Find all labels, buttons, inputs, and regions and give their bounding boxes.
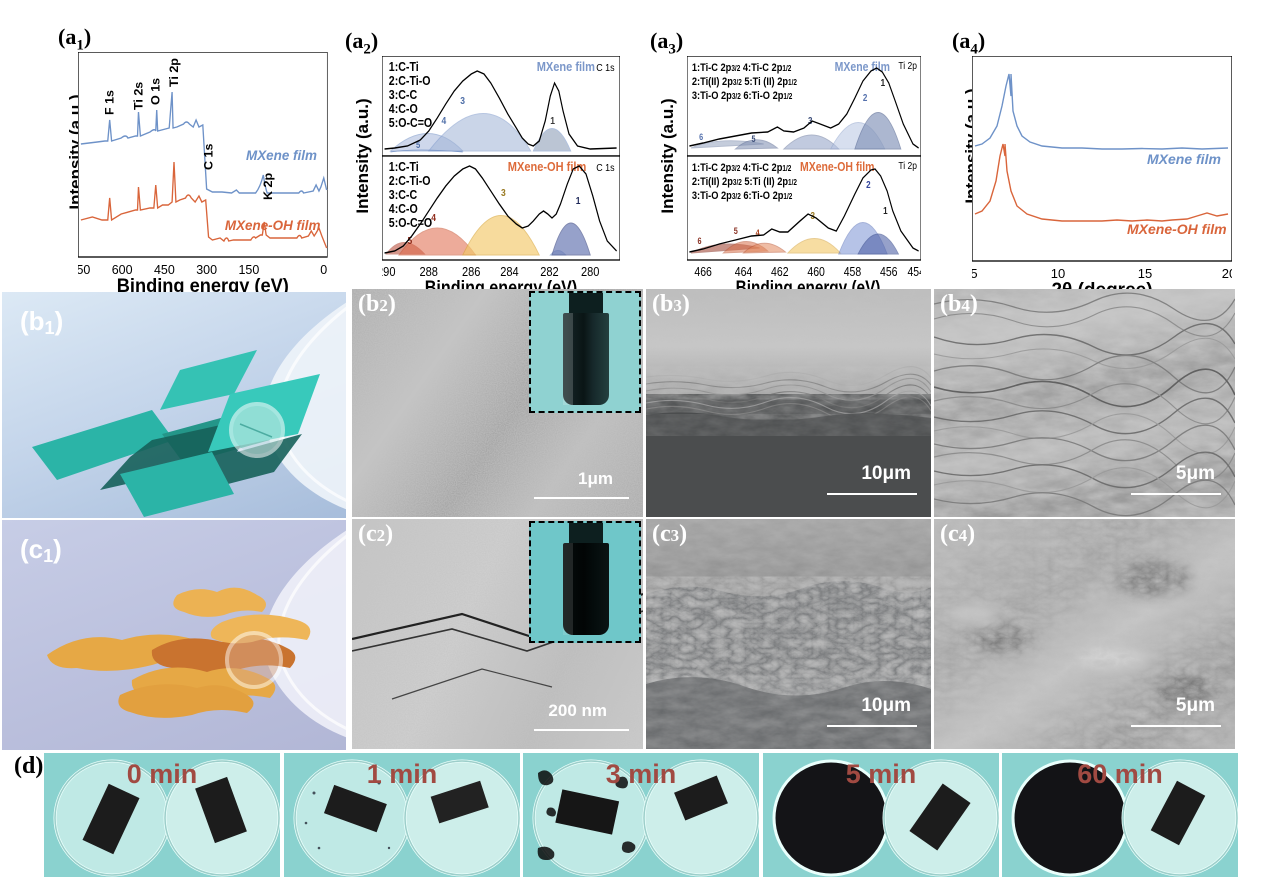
svg-text:3: 3 (501, 187, 506, 198)
svg-text:C 1s: C 1s (596, 62, 614, 74)
svg-text:1: 1 (576, 195, 581, 206)
svg-text:454: 454 (907, 264, 921, 279)
svg-text:O 1s: O 1s (149, 78, 163, 105)
svg-text:(b1): (b1) (20, 306, 63, 338)
svg-text:2: 2 (863, 92, 867, 103)
svg-text:(c1): (c1) (20, 534, 62, 566)
svg-text:2:Ti(II) 2p3/2 5:Ti (II) 2p1/2: 2:Ti(II) 2p3/2 5:Ti (II) 2p1/2 (692, 176, 797, 188)
svg-text:Ti 2s: Ti 2s (132, 82, 146, 110)
svg-text:MXene-OH film: MXene-OH film (508, 159, 586, 174)
svg-text:10: 10 (1051, 266, 1065, 281)
svg-text:MXene-OH film: MXene-OH film (225, 218, 321, 233)
svg-text:K 2p: K 2p (261, 173, 275, 200)
svg-text:6: 6 (699, 132, 703, 142)
svg-text:2: 2 (866, 179, 870, 190)
svg-text:2:Ti(II) 2p3/2 5:Ti (II) 2p1/2: 2:Ti(II) 2p3/2 5:Ti (II) 2p1/2 (692, 76, 797, 88)
svg-text:4: 4 (431, 212, 436, 223)
svg-text:5 min: 5 min (845, 759, 916, 789)
svg-text:3:C-C: 3:C-C (389, 88, 418, 102)
svg-text:C 1s: C 1s (596, 162, 614, 174)
svg-text:6: 6 (697, 236, 701, 246)
svg-text:5:O-C=O: 5:O-C=O (389, 116, 432, 130)
svg-text:1:C-Ti: 1:C-Ti (389, 60, 419, 74)
svg-text:4: 4 (442, 115, 447, 126)
svg-text:4: 4 (756, 228, 760, 238)
svg-text:60 min: 60 min (1077, 759, 1163, 789)
svg-text:Binding energy (eV): Binding energy (eV) (117, 275, 289, 292)
svg-text:2:C-Ti-O: 2:C-Ti-O (389, 74, 431, 88)
svg-text:3:Ti-O 2p3/2 6:Ti-O 2p1/2: 3:Ti-O 2p3/2 6:Ti-O 2p1/2 (692, 90, 793, 102)
svg-text:15: 15 (1138, 266, 1152, 281)
svg-text:MXene film: MXene film (1147, 151, 1221, 167)
svg-text:MXene film: MXene film (537, 59, 595, 74)
svg-text:MXene-OH film: MXene-OH film (1127, 221, 1227, 237)
svg-text:3: 3 (460, 95, 465, 106)
svg-text:Ti 2p: Ti 2p (898, 160, 917, 172)
svg-text:MXene-OH film: MXene-OH film (800, 159, 875, 174)
svg-text:MXene film: MXene film (246, 148, 317, 163)
svg-text:C 1s: C 1s (202, 143, 216, 170)
svg-text:1:Ti-C 2p3/2 4:Ti-C 2p1/2: 1:Ti-C 2p3/2 4:Ti-C 2p1/2 (692, 62, 791, 74)
svg-text:3:Ti-O 2p3/2 6:Ti-O 2p1/2: 3:Ti-O 2p3/2 6:Ti-O 2p1/2 (692, 190, 793, 202)
svg-text:1:Ti-C 2p3/2 4:Ti-C 2p1/2: 1:Ti-C 2p3/2 4:Ti-C 2p1/2 (692, 162, 791, 174)
svg-text:Ti 2p: Ti 2p (898, 60, 917, 72)
svg-text:1: 1 (883, 205, 887, 216)
svg-text:1: 1 (550, 115, 555, 126)
svg-text:0 min: 0 min (127, 759, 198, 789)
svg-text:456: 456 (880, 264, 898, 279)
svg-text:290: 290 (382, 264, 396, 279)
svg-text:1 min: 1 min (366, 759, 437, 789)
svg-text:0: 0 (320, 262, 327, 277)
svg-text:3:C-C: 3:C-C (389, 188, 418, 202)
svg-text:466: 466 (694, 264, 712, 279)
svg-text:5: 5 (972, 266, 978, 281)
svg-text:F 1s: F 1s (103, 90, 117, 115)
svg-text:20: 20 (1222, 266, 1232, 281)
svg-text:5: 5 (734, 226, 738, 236)
svg-text:2:C-Ti-O: 2:C-Ti-O (389, 174, 431, 188)
svg-text:750: 750 (78, 262, 90, 277)
svg-text:5: 5 (752, 134, 756, 144)
svg-text:1:C-Ti: 1:C-Ti (389, 160, 419, 174)
svg-text:5:O-C=O: 5:O-C=O (389, 216, 432, 230)
svg-text:4:C-O: 4:C-O (389, 102, 418, 116)
svg-text:Ti 2p: Ti 2p (167, 58, 181, 87)
svg-text:4:C-O: 4:C-O (389, 202, 418, 216)
svg-text:3 min: 3 min (606, 759, 677, 789)
svg-text:1: 1 (881, 77, 885, 88)
svg-text:280: 280 (581, 264, 600, 279)
